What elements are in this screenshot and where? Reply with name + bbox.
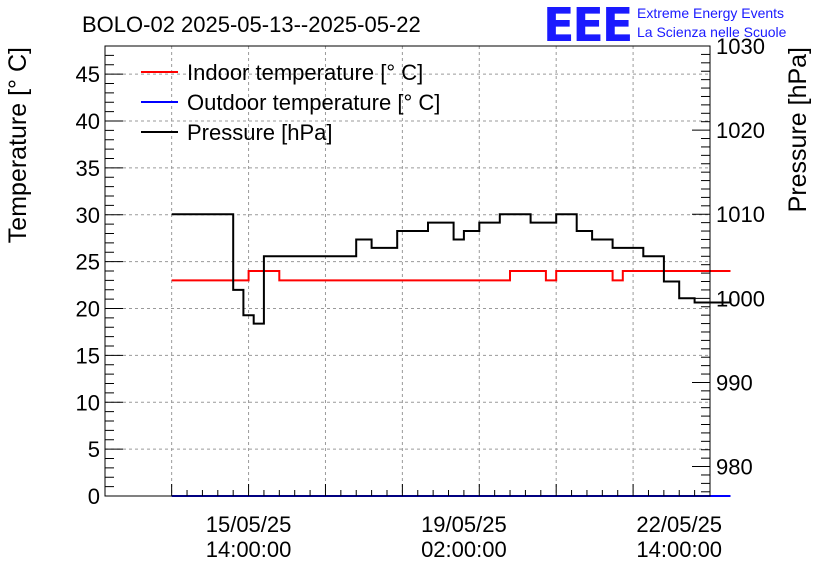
x-tick-label-date: 22/05/25 [636, 512, 722, 537]
chart-title: BOLO-02 2025-05-13--2025-05-22 [82, 12, 421, 37]
y-axis-label-right: Pressure [hPa] [784, 47, 812, 212]
series-line-2 [171, 213, 732, 325]
y-left-tick-label: 25 [76, 250, 100, 275]
y-right-tick-label: 1000 [716, 286, 765, 311]
y-left-tick-label: 45 [76, 62, 100, 87]
y-left-tick-label: 0 [88, 484, 100, 509]
y-right-tick-label: 990 [716, 370, 753, 395]
y-axis-label-left: Temperature [° C] [4, 47, 32, 243]
legend-label-1: Outdoor temperature [° C] [187, 90, 440, 115]
x-tick-label-date: 19/05/25 [421, 512, 507, 537]
legend-label-2: Pressure [hPa] [187, 120, 333, 145]
y-left-tick-label: 15 [76, 343, 100, 368]
eee-logo: EEE [543, 0, 633, 52]
x-tick-label-time: 14:00:00 [206, 537, 292, 562]
legend: Indoor temperature [° C] Outdoor temperat… [141, 60, 440, 145]
axes: 15/05/2514:00:0019/05/2502:00:0022/05/25… [76, 34, 765, 562]
y-left-tick-label: 40 [76, 109, 100, 134]
y-right-tick-label: 1020 [716, 118, 765, 143]
logo-line-2: La Scienza nelle Scuole [637, 24, 787, 40]
y-left-tick-label: 35 [76, 156, 100, 181]
y-left-tick-label: 5 [88, 437, 100, 462]
y-left-tick-label: 30 [76, 203, 100, 228]
y-left-tick-label: 10 [76, 390, 100, 415]
x-tick-label-date: 15/05/25 [206, 512, 292, 537]
y-left-tick-label: 20 [76, 297, 100, 322]
legend-label-0: Indoor temperature [° C] [187, 60, 423, 85]
x-tick-label-time: 14:00:00 [636, 537, 722, 562]
y-right-tick-label: 1030 [716, 34, 765, 59]
logo-line-1: Extreme Energy Events [637, 5, 785, 21]
series-line-0 [171, 270, 731, 282]
y-right-tick-label: 980 [716, 455, 753, 480]
y-right-tick-label: 1010 [716, 202, 765, 227]
x-tick-label-time: 02:00:00 [421, 537, 507, 562]
